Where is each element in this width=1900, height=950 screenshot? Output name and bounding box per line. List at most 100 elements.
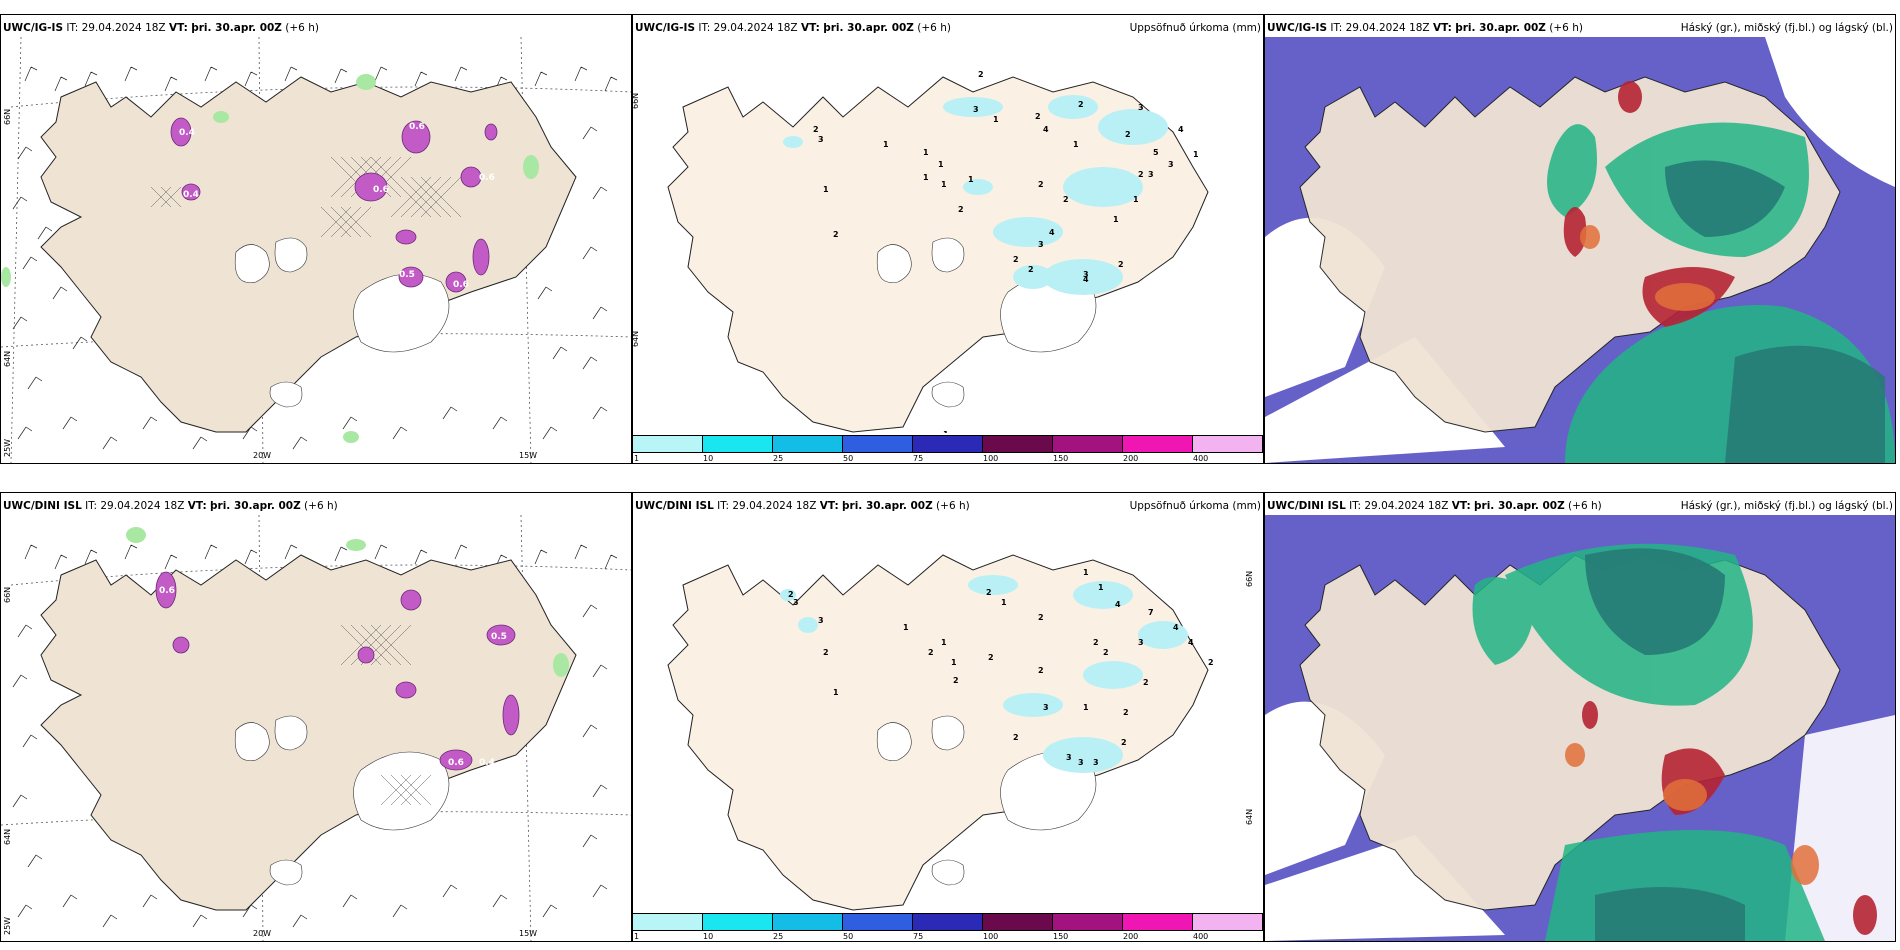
lat-label: 64N bbox=[3, 350, 12, 367]
precip-label: 1 bbox=[1098, 583, 1104, 592]
map-wind[interactable]: 0.6 0.6 0.6 0.5 0.6 0.4 0.4 66N 64N 25W … bbox=[1, 37, 631, 463]
precip-label: 1 bbox=[883, 140, 889, 149]
model-name: UWC/DINI ISL bbox=[635, 500, 714, 512]
it-label: IT: bbox=[717, 500, 730, 512]
precip-label: 3 bbox=[1043, 703, 1049, 712]
vt-label: VT: bbox=[187, 500, 207, 512]
colorbar-segment bbox=[842, 435, 913, 453]
precip-label: 2 bbox=[1035, 112, 1041, 121]
vt-value: þri. 30.apr. 00Z bbox=[191, 22, 282, 34]
panel-header: UWC/DINI ISL IT: 29.04.2024 18Z VT: þri.… bbox=[3, 499, 629, 513]
colorbar-segment bbox=[912, 435, 983, 453]
colorbar-tick: 1 bbox=[634, 932, 640, 941]
precip-label: 2 bbox=[986, 588, 992, 597]
panel-header: UWC/IG-IS IT: 29.04.2024 18Z VT: þri. 30… bbox=[1267, 21, 1893, 35]
colorbar-tick: 150 bbox=[1053, 454, 1069, 463]
panel-wind-top: UWC/IG-IS IT: 29.04.2024 18Z VT: þri. 30… bbox=[0, 14, 632, 464]
precip-label: 1 bbox=[903, 623, 909, 632]
lead-time: (+6 h) bbox=[1549, 22, 1583, 34]
wind-max-label: 0.6 bbox=[409, 122, 425, 132]
precip-label: 2 bbox=[1038, 613, 1044, 622]
colorbar-tick: 10 bbox=[703, 454, 714, 463]
colorbar-tick: 200 bbox=[1123, 932, 1139, 941]
wind-max-label: 0.4 bbox=[179, 128, 195, 138]
cloud-title: Háský (gr.), miðský (fj.bl.) og lágský (… bbox=[1680, 500, 1893, 512]
colorbar-segment bbox=[1052, 913, 1123, 931]
wind-max-label: 0.5 bbox=[491, 632, 507, 642]
precip-label: 1 bbox=[1083, 568, 1089, 577]
colorbar-tick: 100 bbox=[983, 454, 999, 463]
map-cloud[interactable] bbox=[1265, 515, 1895, 941]
lat-label: 64N bbox=[1245, 808, 1254, 825]
precip-label: 2 bbox=[1093, 638, 1099, 647]
colorbar-segment bbox=[633, 435, 703, 453]
lead-time: (+6 h) bbox=[1568, 500, 1602, 512]
precip-label: 2 bbox=[833, 230, 839, 239]
precip-label: 7 bbox=[1148, 608, 1154, 617]
it-value: 29.04.2024 18Z bbox=[81, 22, 166, 34]
lon-label: 15W bbox=[519, 929, 538, 938]
precip-label: 2 bbox=[1208, 658, 1214, 667]
precip-label: 3 bbox=[1148, 170, 1154, 179]
precip-label: 4 bbox=[1043, 125, 1049, 134]
precip-label: 1 bbox=[938, 160, 944, 169]
wind-max-label: 0.4 bbox=[479, 758, 495, 768]
precip-label: 2 bbox=[1123, 708, 1129, 717]
precip-map-svg: 2 3 1 1 1 2 1 1 2 3 1 4 1 1 2 1 2 bbox=[667, 70, 1209, 433]
vt-label: VT: bbox=[800, 22, 820, 34]
colorbar-tick: 75 bbox=[913, 932, 924, 941]
lat-label: 64N bbox=[632, 330, 640, 347]
vt-label: VT: bbox=[819, 500, 839, 512]
precip-label: 1 bbox=[993, 115, 999, 124]
colorbar-segment bbox=[1122, 913, 1193, 931]
map-precip[interactable]: 2 3 3 2 1 1 2 1 1 2 2 1 2 2 2 1 1 bbox=[633, 515, 1263, 941]
colorbar-tick: 150 bbox=[1053, 932, 1069, 941]
panel-precip-top: UWC/IG-IS IT: 29.04.2024 18Z VT: þri. 30… bbox=[632, 14, 1264, 464]
lon-label: 20W bbox=[253, 451, 272, 460]
colorbar-tick: 200 bbox=[1123, 454, 1139, 463]
wind-max-labels: 0.6 0.6 0.6 0.5 0.6 0.4 0.4 bbox=[179, 122, 495, 290]
precip-label: 1 bbox=[968, 175, 974, 184]
model-name: UWC/IG-IS bbox=[1267, 22, 1328, 34]
precip-label: 1 bbox=[951, 658, 957, 667]
precip-label: 1 bbox=[943, 430, 949, 433]
panel-header: UWC/IG-IS IT: 29.04.2024 18Z VT: þri. 30… bbox=[635, 21, 1261, 35]
precip-label: 2 bbox=[958, 205, 964, 214]
lat-label: 66N bbox=[632, 92, 640, 109]
precip-label: 1 bbox=[941, 638, 947, 647]
vt-value: þri. 30.apr. 00Z bbox=[842, 500, 933, 512]
lead-time: (+6 h) bbox=[917, 22, 951, 34]
precip-label: 3 bbox=[1138, 638, 1144, 647]
precip-label: 2 bbox=[1038, 666, 1044, 675]
colorbar-segment bbox=[842, 913, 913, 931]
map-precip[interactable]: 2 3 1 1 1 2 1 1 2 3 1 4 1 1 2 1 2 bbox=[633, 37, 1263, 463]
precip-label: 1 bbox=[833, 688, 839, 697]
precip-label: 3 bbox=[818, 616, 824, 625]
lead-time: (+6 h) bbox=[936, 500, 970, 512]
precip-label: 1 bbox=[923, 148, 929, 157]
precip-label: 1 bbox=[823, 185, 829, 194]
precip-label: 1 bbox=[941, 180, 947, 189]
precip-label: 1 bbox=[1001, 598, 1007, 607]
colorbar-tick: 1 bbox=[634, 454, 640, 463]
mid-cloud-dark bbox=[1665, 160, 1885, 463]
it-label: IT: bbox=[66, 22, 79, 34]
vt-value: þri. 30.apr. 00Z bbox=[1474, 500, 1565, 512]
precip-cyan-areas bbox=[783, 95, 1168, 295]
glaciers bbox=[234, 237, 450, 408]
precip-label: 1 bbox=[1073, 140, 1079, 149]
model-name: UWC/DINI ISL bbox=[3, 500, 82, 512]
colorbar-tick: 50 bbox=[843, 454, 854, 463]
colorbar-segment bbox=[1192, 913, 1263, 931]
precip-label: 2 bbox=[928, 648, 934, 657]
map-wind[interactable]: 0.6 0.5 0.6 0.4 66N 64N 25W 20W 15W bbox=[1, 515, 631, 941]
precip-label: 3 bbox=[1093, 758, 1099, 767]
precip-title: Uppsöfnuð úrkoma (mm) bbox=[1129, 500, 1261, 512]
wind-max-label: 0.6 bbox=[448, 758, 464, 768]
it-label: IT: bbox=[698, 22, 711, 34]
wind-max-label: 0.6 bbox=[453, 280, 469, 290]
map-cloud[interactable] bbox=[1265, 37, 1895, 463]
panel-header: UWC/DINI ISL IT: 29.04.2024 18Z VT: þri.… bbox=[635, 499, 1261, 513]
lon-label: 15W bbox=[519, 451, 538, 460]
precip-label: 2 bbox=[788, 590, 794, 599]
